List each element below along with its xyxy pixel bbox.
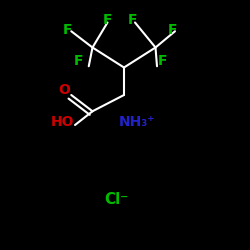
Text: O: O bbox=[58, 83, 70, 97]
Text: F: F bbox=[168, 24, 177, 38]
Text: F: F bbox=[74, 54, 84, 68]
Text: F: F bbox=[158, 54, 167, 68]
Text: NH₃⁺: NH₃⁺ bbox=[119, 116, 155, 130]
Text: HO: HO bbox=[50, 116, 74, 130]
Text: Cl⁻: Cl⁻ bbox=[104, 192, 128, 208]
Text: F: F bbox=[103, 13, 112, 27]
Text: F: F bbox=[63, 24, 72, 38]
Text: F: F bbox=[128, 13, 137, 27]
